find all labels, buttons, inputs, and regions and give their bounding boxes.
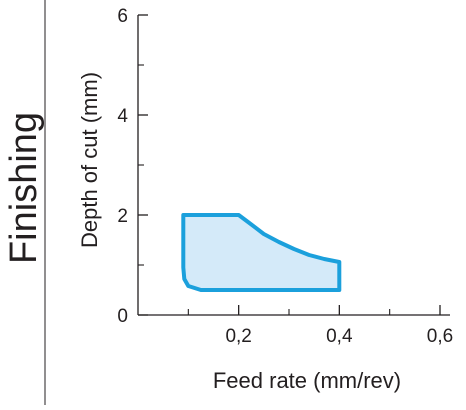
y-tick-label: 2 [117, 206, 128, 227]
x-tick-label: 0,2 [225, 326, 251, 347]
axes: 0 2 4 6 0,2 0,4 0,6 [117, 6, 453, 347]
y-tick-label: 4 [117, 106, 128, 127]
x-axis-title: Feed rate (mm/rev) [213, 368, 401, 393]
x-tick-label: 0,4 [326, 326, 353, 347]
region-layer [181, 213, 342, 292]
y-tick-label: 0 [117, 306, 128, 327]
y-axis-title: Depth of cut (mm) [77, 72, 102, 248]
y-tick-label: 6 [117, 6, 128, 27]
operating-region [181, 213, 342, 292]
x-tick-label: 0,6 [427, 326, 453, 347]
section-label: Finishing [3, 112, 45, 264]
